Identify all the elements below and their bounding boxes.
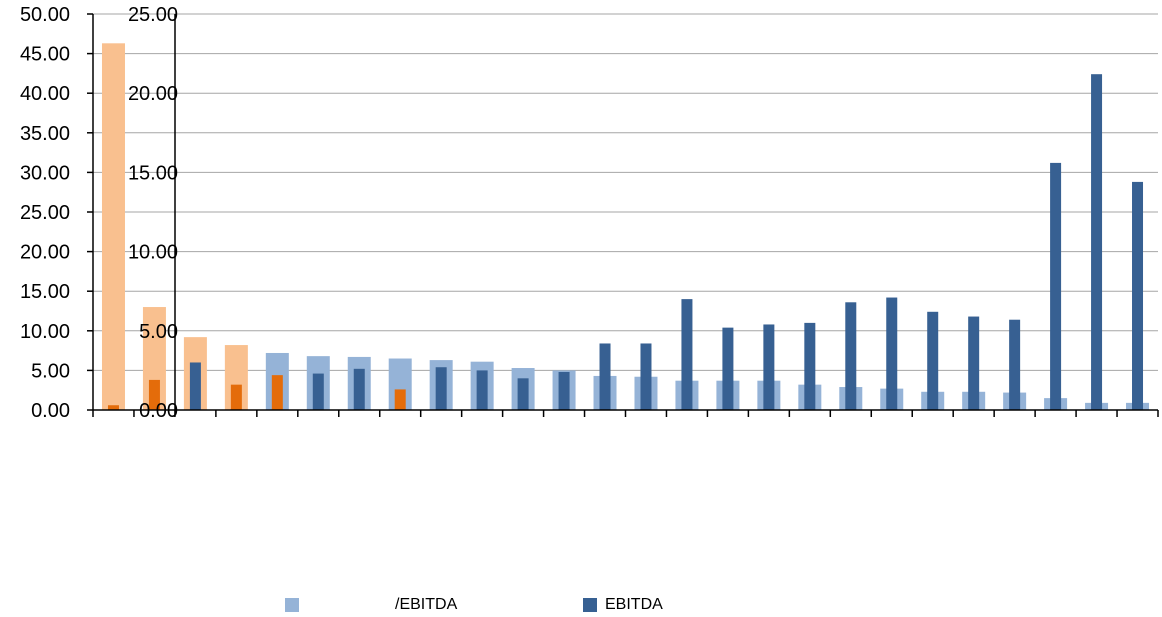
bar-ebitda	[804, 322, 816, 410]
bar-ebitda	[148, 379, 160, 410]
bar-ebitda	[927, 311, 939, 410]
legend-label-ratio: /EBITDA	[395, 596, 458, 613]
bar-ebitda	[640, 343, 652, 410]
bar-ebitda	[1050, 162, 1062, 410]
bar-ebitda	[271, 375, 283, 410]
left-tick-label: 45.00	[20, 44, 70, 66]
bar-ebitda	[1009, 319, 1021, 410]
bar-ratio	[101, 43, 125, 410]
left-tick-label: 50.00	[20, 4, 70, 26]
left-tick-label: 15.00	[20, 281, 70, 303]
left-tick-label: 30.00	[20, 162, 70, 184]
left-tick-label: 40.00	[20, 83, 70, 105]
right-axis-tick-labels: 0.00 5.00 10.00 15.00 20.00 25.00	[128, 4, 178, 422]
legend-swatch-ratio	[285, 598, 299, 612]
legend-item-ratio: /EBITDA	[285, 596, 457, 614]
bar-ebitda	[558, 371, 570, 410]
right-tick-label: 10.00	[128, 242, 178, 264]
bar-ebitda	[1091, 74, 1103, 410]
right-tick-label: 20.00	[128, 83, 178, 105]
bar-ratio	[388, 358, 412, 410]
right-tick-label: 25.00	[128, 4, 178, 26]
bar-ebitda	[312, 373, 324, 410]
left-tick-label: 0.00	[31, 400, 70, 422]
left-tick-label: 5.00	[31, 360, 70, 382]
gridlines	[93, 13, 1158, 371]
legend-swatch-ebitda	[583, 598, 597, 612]
bar-ebitda	[517, 378, 529, 410]
bar-ebitda	[230, 384, 242, 410]
left-tick-label: 10.00	[20, 321, 70, 343]
right-tick-label: 0.00	[139, 400, 178, 422]
legend-label-ebitda: EBITDA	[605, 596, 663, 613]
left-tick-label: 25.00	[20, 202, 70, 224]
bar-ebitda	[476, 370, 488, 410]
bar-ebitda	[394, 389, 406, 410]
bar-ratio	[142, 307, 166, 410]
axes	[87, 13, 1159, 417]
right-tick-label: 5.00	[139, 321, 178, 343]
bar-ebitda	[968, 316, 980, 410]
bar-ebitda	[845, 302, 857, 410]
series-ebitda-bars	[107, 74, 1144, 410]
bar-ebitda	[722, 327, 734, 410]
bar-ebitda	[353, 368, 365, 410]
bar-ratio	[224, 345, 248, 410]
bar-ebitda	[681, 299, 693, 410]
bar-ebitda	[763, 324, 775, 410]
legend: /EBITDA EBITDA	[0, 596, 1162, 616]
left-axis-tick-labels: 0.00 5.00 10.00 15.00 20.00 25.00 30.00 35.00 40…	[20, 4, 70, 422]
left-tick-label: 35.00	[20, 123, 70, 145]
bar-ebitda	[886, 297, 898, 410]
series-ebitda-ratio-bars	[101, 43, 1150, 410]
bar-ebitda	[1132, 181, 1144, 410]
bar-ebitda	[189, 362, 201, 410]
left-tick-label: 20.00	[20, 242, 70, 264]
legend-item-ebitda: EBITDA	[583, 596, 663, 614]
bar-ebitda	[107, 405, 119, 410]
bar-ebitda	[435, 367, 447, 410]
right-tick-label: 15.00	[128, 162, 178, 184]
bar-ebitda	[599, 343, 611, 410]
